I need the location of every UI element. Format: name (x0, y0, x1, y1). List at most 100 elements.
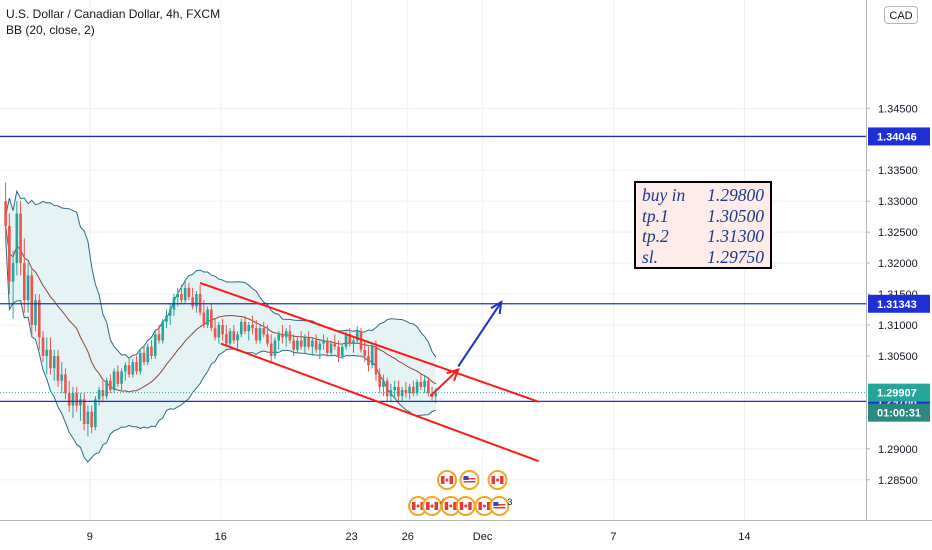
candle-body (292, 340, 295, 350)
event-us-flag-icon: 3 (489, 496, 512, 516)
candle-body (41, 337, 45, 356)
indicator-label[interactable]: BB (20, close, 2) (6, 23, 95, 37)
current-price-label-text: 1.29907 (877, 388, 917, 400)
candle-body (161, 321, 165, 341)
event-count: 3 (507, 497, 512, 507)
candle-body (94, 399, 97, 428)
bollinger-bands (5, 189, 437, 463)
candle-body (37, 300, 41, 338)
candle-body (49, 349, 52, 369)
candle-body (157, 334, 161, 341)
candle-body (8, 225, 11, 282)
candle-body (232, 331, 236, 341)
candle-body (254, 328, 258, 341)
time-tick-label: 9 (87, 531, 93, 543)
chart-legend: U.S. Dollar / Canadian Dollar, 4h, FXCM … (6, 6, 220, 38)
candle-body (97, 390, 101, 400)
candle-body (135, 362, 138, 372)
note-value: 1.29750 (707, 246, 764, 267)
candle-body (67, 393, 71, 406)
note-value: 1.31300 (707, 226, 764, 246)
candle-body (120, 371, 123, 384)
candle-body (382, 380, 385, 387)
candle-body (348, 334, 352, 344)
candle-body (355, 331, 359, 341)
candle-body (124, 365, 127, 372)
candle-body (370, 346, 374, 366)
candle-body (288, 331, 292, 341)
candle-body (221, 325, 224, 335)
flag-leaf (445, 478, 449, 482)
candle-countdown-label: 01:00:31 (868, 403, 930, 422)
candle-body (116, 371, 120, 384)
level-price-label: 1.34046 (868, 127, 930, 146)
candle-body (333, 343, 337, 347)
candle-body (363, 349, 367, 356)
trade-note[interactable]: buy in 1.29800 tp.1 1.30500 tp.2 1.31300 sl… (634, 181, 772, 269)
price-tick-label: 1.30500 (878, 351, 918, 363)
grid (0, 0, 866, 520)
candle-body (408, 386, 411, 394)
note-value: 1.30500 (707, 205, 764, 226)
candle-body (60, 374, 64, 381)
flag-leaf (416, 504, 420, 508)
candle-body (138, 352, 142, 372)
flag-leaf (482, 504, 486, 508)
bb-lower-band (5, 235, 436, 463)
candle-body (374, 346, 378, 375)
candle-body (86, 411, 90, 425)
candle-body (404, 390, 408, 394)
channel-lower-line (220, 342, 540, 463)
candle-body (168, 309, 172, 316)
price-tick-label: 1.33000 (878, 196, 918, 208)
currency-badge[interactable]: CAD (884, 6, 918, 24)
event-ca-flag-icon (455, 496, 476, 516)
candles (4, 182, 438, 437)
candle-body (26, 275, 30, 301)
candle-body (266, 334, 269, 344)
level-price-label: 1.31343 (868, 294, 930, 313)
time-tick-label: 26 (402, 531, 414, 543)
time-tick-label: 16 (215, 531, 227, 543)
current-price-label-bg (868, 383, 930, 402)
flag-field (463, 476, 476, 484)
candle-body (34, 300, 37, 325)
candle-body (243, 321, 247, 332)
candle-body (56, 355, 60, 381)
candle-body (314, 340, 318, 350)
candle-body (131, 362, 135, 375)
candle-body (191, 297, 194, 307)
candle-body (90, 411, 93, 428)
candle-body (105, 380, 108, 397)
candle-body (142, 352, 146, 363)
event-ca-flag-icon (487, 470, 508, 490)
candle-body (52, 355, 56, 369)
arrow-red-shaft (429, 368, 459, 397)
candle-body (273, 340, 277, 356)
candle-body (340, 346, 344, 356)
arrow-blue-head (490, 300, 503, 315)
symbol-title[interactable]: U.S. Dollar / Canadian Dollar, 4h, FXCM (6, 7, 221, 21)
level-price-label-bg (868, 294, 930, 313)
level-price-label-text: 1.34046 (877, 131, 917, 143)
candle-body (337, 346, 340, 356)
time-tick-label: 14 (738, 531, 750, 543)
flag-leaf (449, 504, 453, 508)
candle-body (19, 213, 22, 264)
flag-leaf (464, 504, 468, 508)
candle-body (176, 294, 179, 298)
candle-body (419, 381, 423, 387)
flag-stripe (463, 478, 476, 480)
candle-body (228, 331, 232, 344)
candle-body (344, 334, 348, 347)
time-tick-label: 7 (610, 531, 616, 543)
current-price-label: 1.29907 (868, 383, 930, 402)
arrow-blue-shaft (457, 301, 503, 368)
candle-body (397, 386, 400, 397)
candle-body (165, 315, 168, 322)
note-label: tp.2 (642, 226, 669, 246)
time-tick-label: 23 (346, 531, 358, 543)
